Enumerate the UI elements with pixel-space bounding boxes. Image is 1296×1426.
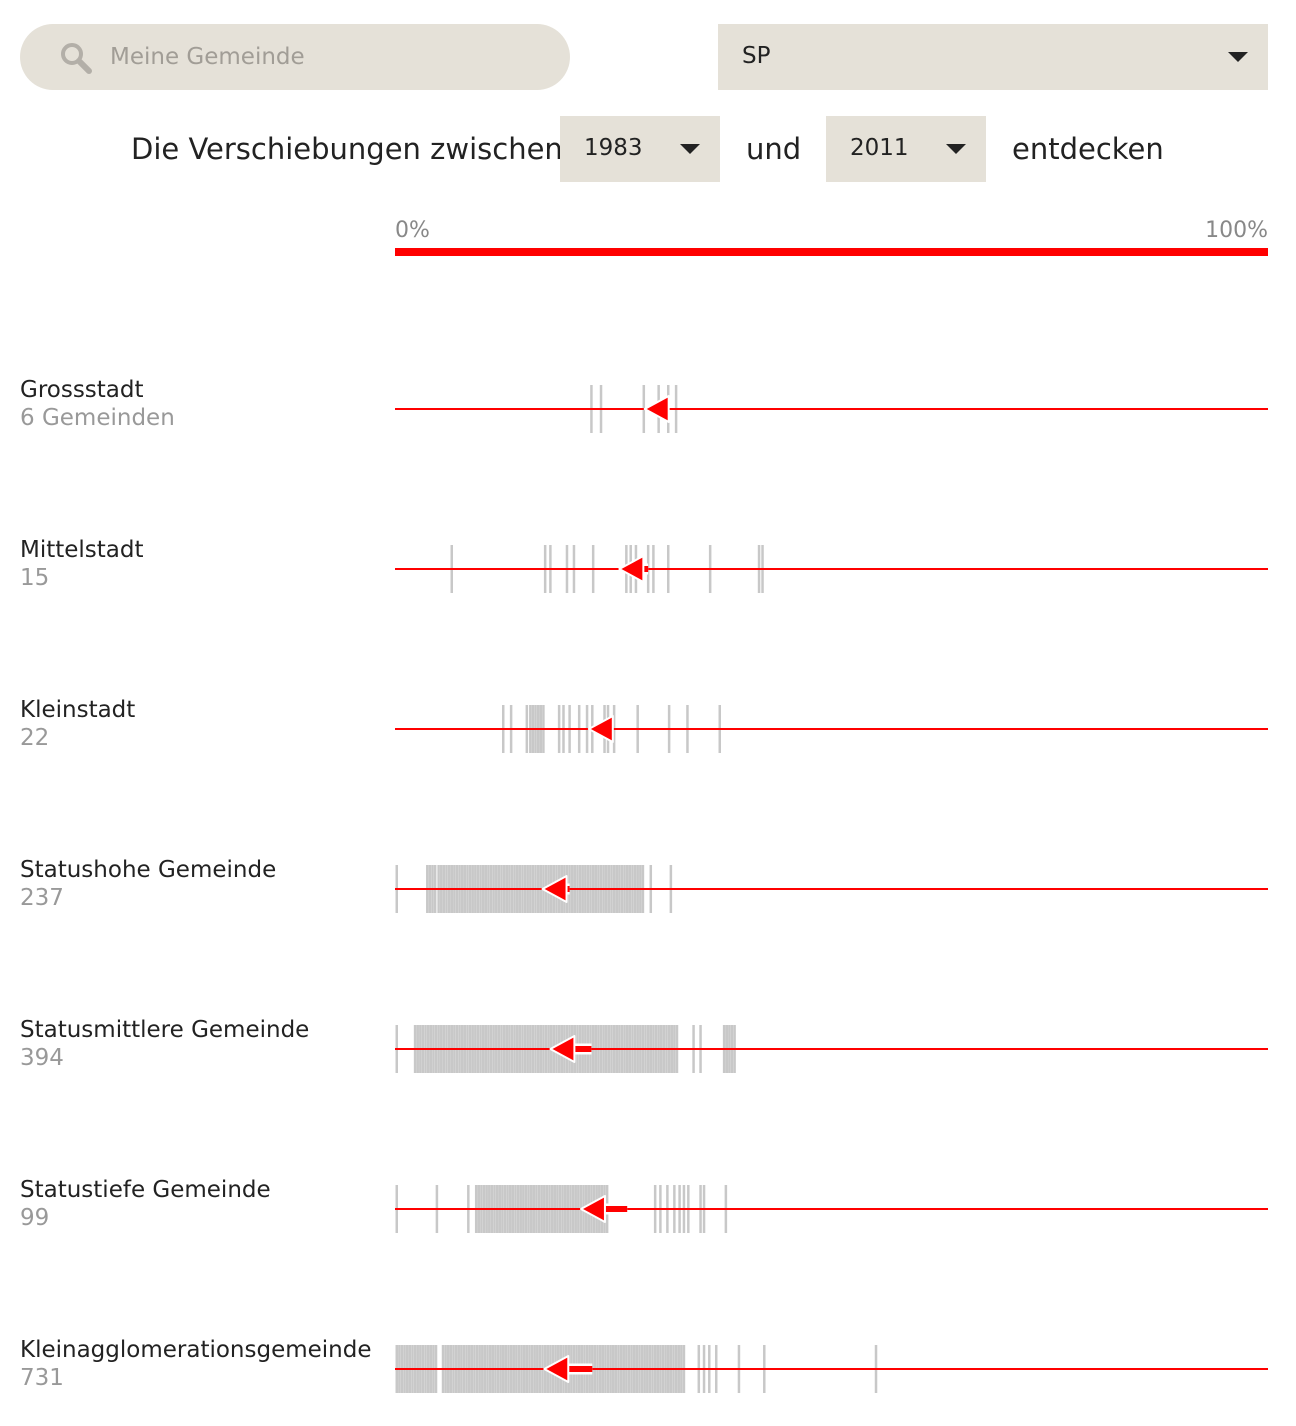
party-select[interactable]: SP	[718, 24, 1268, 90]
row-count: 731	[20, 1365, 64, 1391]
row-count: 99	[20, 1205, 50, 1231]
sentence-suffix: entdecken	[1012, 132, 1164, 166]
row-count: 22	[20, 725, 50, 751]
strip-row	[395, 1345, 1268, 1393]
chevron-down-icon	[680, 144, 700, 154]
row-title: Kleinstadt	[20, 697, 136, 723]
year-from-value: 1983	[584, 135, 643, 161]
shift-arrow	[543, 1355, 593, 1383]
shift-arrow	[541, 875, 570, 903]
row-title: Kleinagglomerationsgemeinde	[20, 1337, 372, 1363]
chevron-down-icon	[1228, 52, 1248, 62]
strip-row	[395, 865, 1268, 913]
scale-max-label: 100%	[1205, 218, 1268, 243]
search-icon	[61, 43, 92, 74]
year-to-select[interactable]: 2011	[826, 116, 986, 182]
strip-row	[395, 1025, 1268, 1073]
strip-row	[395, 705, 1268, 753]
strip-row	[395, 1185, 1268, 1233]
row-title: Statustiefe Gemeinde	[20, 1177, 271, 1203]
sentence-middle: und	[746, 132, 802, 166]
row-title: Statushohe Gemeinde	[20, 857, 277, 883]
shift-arrow	[579, 1195, 628, 1223]
row-count: 394	[20, 1045, 64, 1071]
year-from-select[interactable]: 1983	[560, 116, 720, 182]
chevron-down-icon	[946, 144, 966, 154]
row-count: 15	[20, 565, 50, 591]
search-field[interactable]: Meine Gemeinde	[20, 24, 570, 90]
row-title: Mittelstadt	[20, 537, 144, 563]
shift-arrow	[643, 395, 670, 423]
row-count: 237	[20, 885, 64, 911]
party-select-value: SP	[742, 43, 771, 69]
scale-min-label: 0%	[395, 218, 430, 243]
row-count: 6 Gemeinden	[20, 405, 175, 431]
strip-row	[395, 545, 1268, 593]
search-placeholder: Meine Gemeinde	[110, 44, 305, 70]
row-title: Statusmittlere Gemeinde	[20, 1017, 310, 1043]
sentence-prefix: Die Verschiebungen zwischen	[131, 132, 563, 166]
shift-arrow	[618, 555, 649, 583]
strip-row	[395, 385, 1268, 433]
scale-bar	[395, 248, 1268, 256]
shift-arrow	[587, 715, 614, 743]
row-title: Grossstadt	[20, 377, 144, 403]
year-to-value: 2011	[850, 135, 909, 161]
shift-arrow	[549, 1035, 592, 1063]
